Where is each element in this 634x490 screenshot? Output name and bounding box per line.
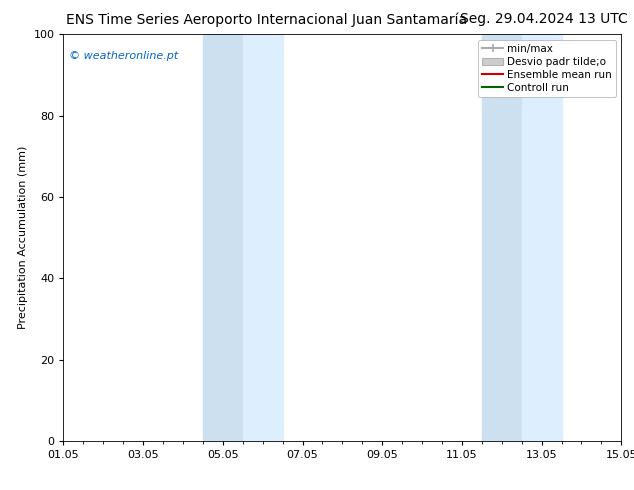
Y-axis label: Precipitation Accumulation (mm): Precipitation Accumulation (mm) [18,146,28,329]
Bar [203,34,243,441]
Legend: min/max, Desvio padr tilde;o, Ensemble mean run, Controll run: min/max, Desvio padr tilde;o, Ensemble m… [478,40,616,97]
Bar [522,34,562,441]
Bar [482,34,522,441]
Text: Seg. 29.04.2024 13 UTC: Seg. 29.04.2024 13 UTC [460,12,628,26]
Text: ENS Time Series Aeroporto Internacional Juan Santamaría: ENS Time Series Aeroporto Internacional … [66,12,467,27]
Text: © weatheronline.pt: © weatheronline.pt [69,50,178,61]
Bar [243,34,283,441]
